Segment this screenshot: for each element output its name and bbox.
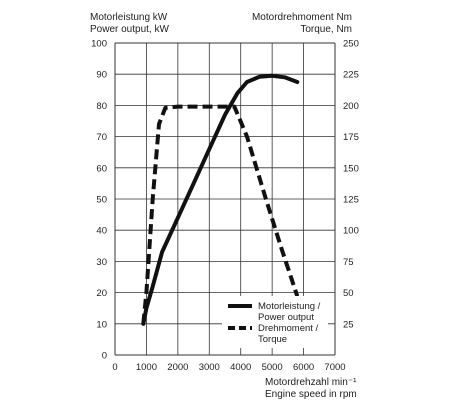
x-tick-label: 4000 [230, 362, 251, 373]
y-right-tick-label: 250 [343, 39, 359, 50]
torque-curve [141, 104, 300, 324]
y-right-tick-label: 150 [343, 163, 359, 174]
y-left-tick-label: 50 [96, 195, 107, 206]
right-axis-label-line2: Torque, Nm [300, 24, 352, 35]
right-axis-label-line1: Motordrehmoment Nm [251, 12, 352, 23]
x-axis-label-line1: Motordrehzahl min⁻¹ [265, 377, 357, 388]
legend-label: Power output [258, 312, 314, 323]
x-tick-label: 2000 [167, 362, 188, 373]
y-left-tick-label: 40 [96, 226, 107, 237]
y-left-tick-label: 90 [96, 70, 107, 81]
y-left-tick-label: 80 [96, 101, 107, 112]
y-right-tick-label: 200 [343, 101, 359, 112]
left-axis-label-line2: Power output, kW [90, 24, 169, 35]
left-axis-label-line1: Motorleistung kW [90, 12, 168, 23]
legend-label: Torque [258, 334, 287, 345]
y-left-tick-label: 20 [96, 288, 107, 299]
y-left-tick-label: 100 [91, 39, 107, 50]
x-axis-label-line2: Engine speed in rpm [265, 389, 357, 400]
y-right-tick-label: 225 [343, 70, 359, 81]
y-left-tick-label: 70 [96, 132, 107, 143]
y-right-tick-label: 50 [343, 288, 354, 299]
y-right-tick-label: 125 [343, 195, 359, 206]
legend-label: Motorleistung / [258, 301, 321, 312]
y-left-tick-label: 10 [96, 319, 107, 330]
y-left-tick-label: 30 [96, 257, 107, 268]
y-right-tick-label: 100 [343, 226, 359, 237]
y-right-tick-label: 175 [343, 132, 359, 143]
legend-label: Drehmoment / [258, 323, 319, 334]
y-left-tick-label: 60 [96, 163, 107, 174]
y-left-tick-label: 0 [102, 351, 107, 362]
x-tick-label: 0 [112, 362, 117, 373]
x-tick-label: 3000 [199, 362, 220, 373]
x-tick-label: 1000 [136, 362, 157, 373]
y-right-tick-label: 75 [343, 257, 354, 268]
y-right-tick-label: 25 [343, 319, 354, 330]
x-tick-label: 7000 [324, 362, 345, 373]
x-tick-label: 6000 [293, 362, 314, 373]
power-curve [141, 73, 300, 326]
x-tick-label: 5000 [262, 362, 283, 373]
